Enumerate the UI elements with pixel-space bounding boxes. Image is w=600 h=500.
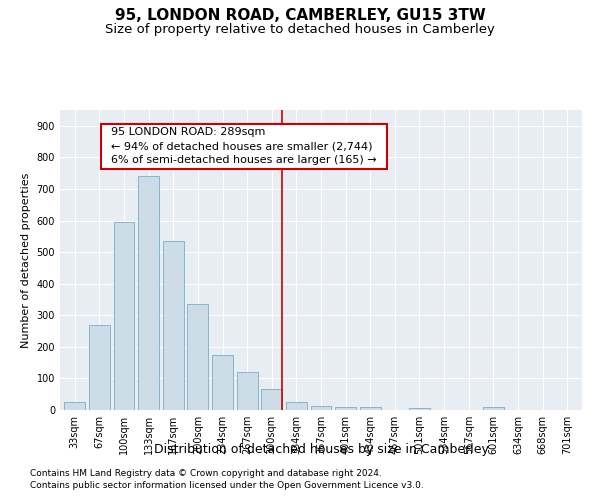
- Text: 95 LONDON ROAD: 289sqm  
  ← 94% of detached houses are smaller (2,744)  
  6% o: 95 LONDON ROAD: 289sqm ← 94% of detached…: [104, 128, 384, 166]
- Bar: [138, 176, 159, 410]
- Bar: [311, 406, 331, 410]
- Text: Distribution of detached houses by size in Camberley: Distribution of detached houses by size …: [154, 442, 488, 456]
- Bar: [187, 304, 208, 410]
- Bar: [212, 354, 233, 410]
- Bar: [236, 372, 257, 410]
- Bar: [261, 390, 282, 410]
- Text: Contains public sector information licensed under the Open Government Licence v3: Contains public sector information licen…: [30, 481, 424, 490]
- Bar: [113, 222, 134, 410]
- Bar: [483, 408, 504, 410]
- Text: Contains HM Land Registry data © Crown copyright and database right 2024.: Contains HM Land Registry data © Crown c…: [30, 468, 382, 477]
- Bar: [360, 408, 381, 410]
- Bar: [64, 402, 85, 410]
- Bar: [89, 324, 110, 410]
- Bar: [163, 241, 184, 410]
- Text: Size of property relative to detached houses in Camberley: Size of property relative to detached ho…: [105, 22, 495, 36]
- Bar: [335, 407, 356, 410]
- Bar: [409, 408, 430, 410]
- Text: 95, LONDON ROAD, CAMBERLEY, GU15 3TW: 95, LONDON ROAD, CAMBERLEY, GU15 3TW: [115, 8, 485, 22]
- Y-axis label: Number of detached properties: Number of detached properties: [21, 172, 31, 348]
- Bar: [286, 402, 307, 410]
